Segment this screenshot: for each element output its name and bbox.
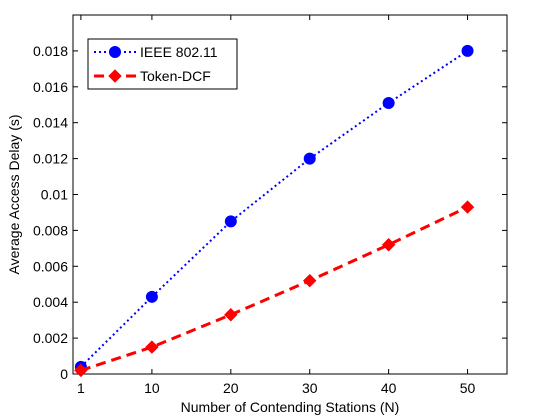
legend-label: IEEE 802.11 — [140, 44, 218, 60]
x-tick-label: 20 — [223, 380, 239, 396]
x-axis-label: Number of Contending Stations (N) — [181, 399, 400, 415]
y-tick-label: 0.016 — [33, 79, 68, 95]
legend-label: Token-DCF — [140, 68, 211, 84]
data-point — [145, 340, 159, 354]
series-token-dcf — [74, 200, 475, 378]
y-tick-label: 0.006 — [33, 258, 68, 274]
x-tick-label: 1 — [77, 380, 85, 396]
x-tick-label: 50 — [460, 380, 476, 396]
y-tick-label: 0.002 — [33, 330, 68, 346]
y-tick-label: 0.008 — [33, 222, 68, 238]
legend-entry: Token-DCF — [94, 68, 211, 84]
data-point — [74, 363, 88, 378]
series-layer — [74, 44, 475, 378]
data-point — [108, 69, 122, 83]
data-point — [224, 215, 237, 228]
y-tick-label: 0.014 — [33, 115, 68, 131]
legend: IEEE 802.11 Token-DCF — [87, 38, 238, 90]
y-axis: 0 0.002 0.004 0.006 0.008 0.01 0.012 0.014 0.016… — [33, 43, 507, 382]
legend-entry: IEEE 802.11 — [94, 44, 218, 60]
y-tick-label: 0.012 — [33, 151, 68, 167]
y-tick-label: 0.004 — [33, 294, 68, 310]
y-axis-label: Average Access Delay (s) — [6, 114, 22, 274]
data-point — [109, 46, 121, 58]
y-tick-label: 0 — [60, 366, 68, 382]
data-point — [303, 273, 317, 288]
data-point — [224, 308, 238, 322]
data-point — [382, 96, 395, 109]
x-tick-label: 40 — [381, 380, 397, 396]
data-point — [303, 152, 316, 165]
y-tick-label: 0.01 — [41, 187, 68, 203]
y-tick-label: 0.018 — [33, 43, 68, 59]
data-point — [145, 290, 158, 303]
x-tick-label: 10 — [144, 380, 160, 396]
data-point — [461, 44, 474, 57]
x-axis: 1 10 20 30 40 50 — [77, 15, 476, 396]
x-tick-label: 30 — [302, 380, 318, 396]
data-point — [381, 238, 396, 252]
data-point — [460, 200, 475, 214]
